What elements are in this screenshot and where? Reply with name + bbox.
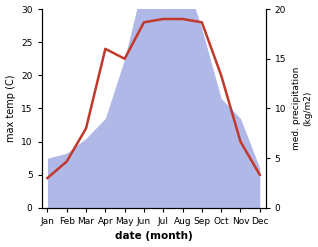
Y-axis label: max temp (C): max temp (C) — [5, 75, 16, 142]
Y-axis label: med. precipitation
(kg/m2): med. precipitation (kg/m2) — [292, 67, 313, 150]
X-axis label: date (month): date (month) — [115, 231, 192, 242]
